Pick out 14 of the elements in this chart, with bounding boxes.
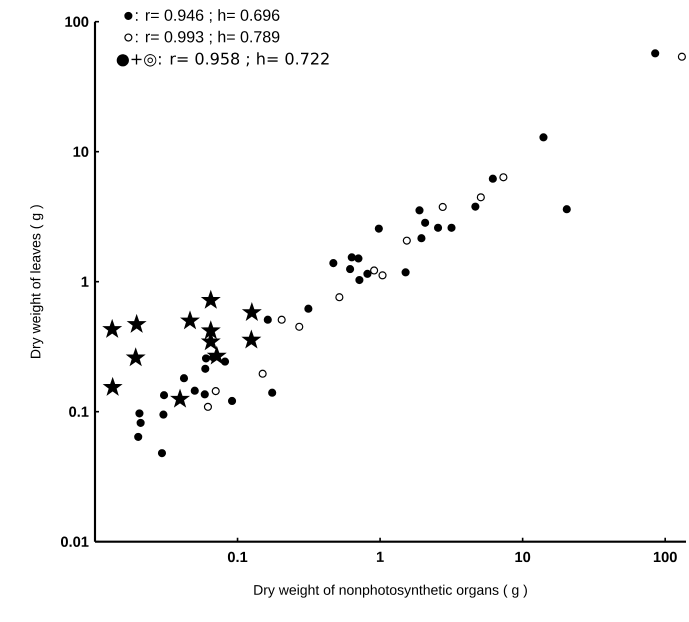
y-axis-title: Dry weight of leaves ( g ) <box>30 205 44 358</box>
legend-label: : r= 0.946 ; h= 0.696 <box>136 9 280 23</box>
legend-label: : r= 0.993 ; h= 0.789 <box>136 30 280 44</box>
x-tick-label: 10 <box>515 552 530 562</box>
annotation: ●+◎: r= 0.958 ; h= 0.722 <box>116 52 329 66</box>
y-tick-label: 1 <box>82 276 89 287</box>
y-tick-label: 0.1 <box>69 406 89 417</box>
y-tick-label: 10 <box>74 146 88 157</box>
x-tick-label: 0.1 <box>228 552 248 562</box>
y-tick-label: 0.01 <box>60 536 89 547</box>
x-tick-label: 1 <box>376 552 384 562</box>
x-tick-label: 100 <box>654 552 677 562</box>
y-tick-label: 100 <box>65 16 88 27</box>
x-axis-title: Dry weight of nonphotosynthetic organs ( g ) <box>254 584 527 598</box>
